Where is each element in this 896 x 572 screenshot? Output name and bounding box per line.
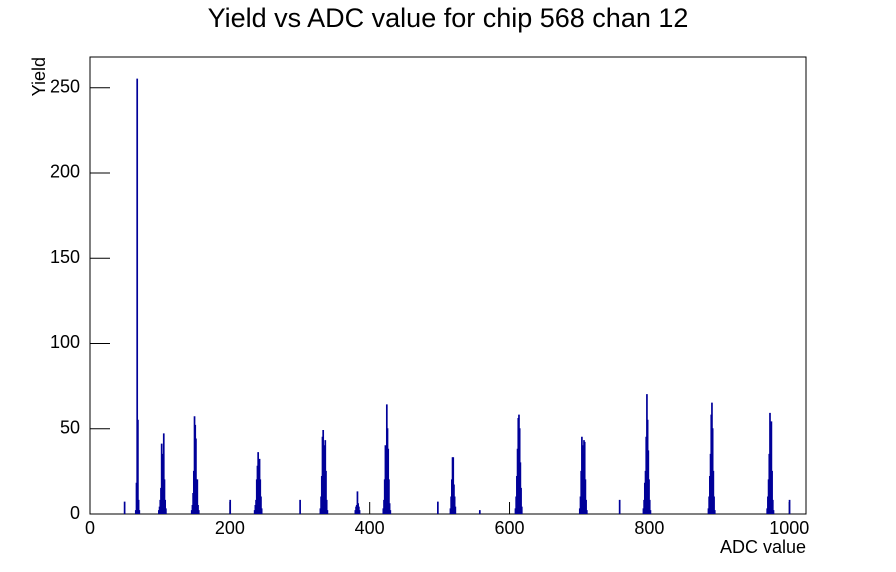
x-tick-label: 600 bbox=[495, 518, 525, 538]
histogram-bin bbox=[771, 499, 774, 514]
y-axis-label: Yield bbox=[29, 57, 49, 96]
histogram-bin bbox=[137, 499, 140, 514]
histogram-bin bbox=[454, 506, 457, 514]
y-tick-label: 100 bbox=[50, 332, 80, 352]
histogram-bin bbox=[713, 496, 715, 514]
histogram-bin bbox=[453, 496, 456, 514]
histogram-bin bbox=[197, 504, 199, 514]
histogram-bin bbox=[712, 470, 715, 514]
histogram-bin bbox=[356, 491, 359, 514]
histogram-bin bbox=[772, 510, 775, 514]
y-tick-label: 150 bbox=[50, 247, 80, 267]
plot-frame bbox=[89, 56, 807, 515]
histogram-bin bbox=[137, 419, 139, 514]
histogram-bin bbox=[388, 479, 390, 514]
histogram-bin bbox=[136, 78, 139, 514]
histogram-bin bbox=[584, 479, 587, 514]
histogram-bin bbox=[520, 487, 522, 514]
histogram-bin bbox=[388, 503, 391, 514]
histogram-bin bbox=[583, 441, 586, 514]
histogram-bin bbox=[165, 508, 167, 514]
y-tick-label: 50 bbox=[60, 417, 80, 437]
histogram-bin bbox=[649, 510, 652, 514]
histogram-bin bbox=[358, 510, 361, 514]
x-tick-label: 1000 bbox=[769, 518, 809, 538]
x-tick-label: 800 bbox=[634, 518, 664, 538]
histogram-bin bbox=[618, 499, 621, 514]
chart-title: Yield vs ADC value for chip 568 chan 12 bbox=[208, 3, 689, 33]
histogram-bin bbox=[229, 499, 232, 514]
histogram-bin bbox=[138, 510, 141, 514]
y-tick-label: 200 bbox=[50, 162, 80, 182]
x-tick-label: 400 bbox=[355, 518, 385, 538]
histogram-bin bbox=[162, 433, 165, 514]
histogram-bin bbox=[771, 470, 773, 514]
histogram-bin bbox=[326, 510, 329, 514]
y-tick-label: 0 bbox=[70, 503, 80, 523]
histogram-bin bbox=[585, 510, 588, 514]
histogram-bin bbox=[648, 479, 650, 514]
histogram-bin bbox=[195, 438, 197, 514]
y-tick-label: 250 bbox=[50, 76, 80, 96]
histogram-bin bbox=[260, 496, 262, 514]
histogram-bin bbox=[197, 510, 200, 514]
histogram-bin bbox=[648, 499, 651, 514]
histogram-bin bbox=[770, 421, 773, 514]
histogram-bin bbox=[325, 470, 327, 514]
histogram-bin bbox=[164, 499, 167, 514]
x-tick-label: 200 bbox=[215, 518, 245, 538]
histogram-bin bbox=[520, 506, 523, 514]
x-tick-label: 0 bbox=[85, 518, 95, 538]
histogram-bin bbox=[389, 510, 392, 514]
histogram-bin bbox=[325, 499, 328, 514]
histogram-bin bbox=[713, 510, 716, 514]
histogram-bin bbox=[437, 501, 439, 514]
histogram-bin bbox=[260, 508, 263, 514]
histogram-bin bbox=[788, 499, 791, 514]
histogram-bin bbox=[196, 479, 199, 514]
histogram-bin bbox=[299, 499, 301, 514]
x-axis-label: ADC value bbox=[720, 537, 806, 557]
histogram-bin bbox=[163, 479, 166, 514]
histogram-bin bbox=[478, 510, 481, 514]
histogram-bin bbox=[585, 499, 587, 514]
histogram-bin bbox=[123, 501, 126, 514]
